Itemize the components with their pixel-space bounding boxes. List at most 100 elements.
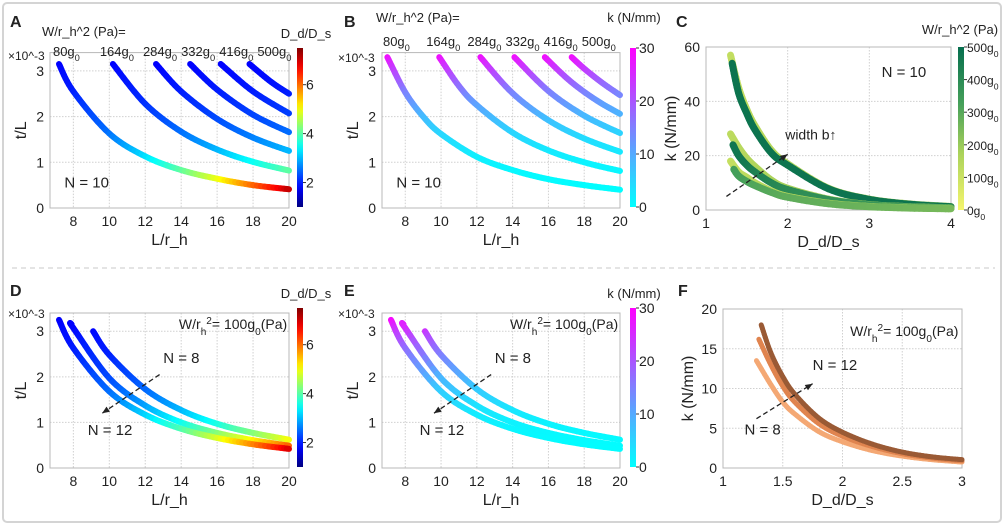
x-tick-label: 8 — [69, 213, 77, 229]
y-tick-label: 2 — [368, 109, 376, 125]
series-curve — [55, 316, 292, 452]
x-tick-label: 18 — [576, 213, 592, 229]
axes-box — [705, 46, 952, 211]
series-curve — [477, 54, 623, 155]
series-curve — [758, 322, 965, 463]
colorbar — [297, 308, 303, 467]
curve-segment — [615, 91, 623, 99]
y-multiplier: ×10^-3 — [338, 51, 375, 65]
series-curve — [187, 61, 292, 136]
series-curve — [246, 61, 292, 97]
series-curve — [387, 316, 623, 452]
x-tick-label: 1.5 — [773, 473, 793, 489]
annotation: N = 10 — [64, 174, 109, 191]
x-tick-label: 12 — [469, 213, 485, 229]
x-tick-label: 1 — [719, 473, 727, 489]
series-curve — [55, 61, 292, 193]
y-tick-label: 0 — [368, 460, 376, 476]
y-axis-label: t/L — [345, 121, 362, 139]
curve-segment — [614, 148, 623, 155]
series-label: 416g0 — [544, 34, 578, 53]
x-axis-label: D_d/D_s — [797, 234, 859, 251]
x-tick-label: 8 — [401, 213, 409, 229]
y-tick-label: 3 — [368, 323, 376, 339]
annotation: W/rh2= 100g0(Pa) — [179, 315, 287, 337]
series-curve — [217, 61, 292, 117]
y-tick-label: 0 — [692, 202, 700, 218]
series-curve — [756, 336, 965, 464]
y-multiplier: ×10^-3 — [8, 307, 45, 321]
colorbar-tick-label: 30 — [639, 300, 655, 316]
x-tick-label: 14 — [505, 213, 521, 229]
colorbar-tick-label: 0 — [639, 459, 647, 475]
colorbar-tick-label: 2 — [306, 175, 314, 191]
series-curve — [67, 320, 292, 449]
x-tick-label: 4 — [947, 215, 955, 231]
series-label: 332g0 — [181, 44, 215, 63]
colorbar-tick-label: 4 — [306, 126, 314, 142]
x-tick-label: 10 — [433, 473, 449, 489]
colorbar-tick-label: 200g0 — [967, 139, 999, 157]
curve-segment — [614, 129, 623, 137]
y-tick-label: 0 — [36, 200, 44, 216]
x-tick-label: 1 — [702, 215, 710, 231]
annotation: W/rh2= 100g0(Pa) — [850, 323, 958, 345]
x-tick-label: 8 — [69, 473, 77, 489]
panel-label: D — [10, 283, 22, 300]
y-tick-label: 60 — [684, 39, 700, 55]
colorbar-tick-label: 4 — [306, 386, 314, 402]
colorbar — [630, 48, 636, 207]
series-label: 416g0 — [219, 44, 253, 63]
y-tick-label: 0 — [709, 460, 717, 476]
x-tick-label: 20 — [612, 213, 628, 229]
x-tick-label: 16 — [209, 213, 225, 229]
y-tick-label: 20 — [701, 301, 717, 317]
series-curve — [436, 54, 623, 174]
curve-segment — [283, 128, 292, 136]
colorbar-tick-label: 20 — [639, 93, 655, 109]
series-curve — [153, 61, 292, 154]
x-tick-label: 2 — [839, 473, 847, 489]
curve-segment — [283, 167, 292, 174]
colorbar-tick-label: 100g0 — [967, 171, 999, 189]
x-tick-label: 16 — [541, 473, 557, 489]
colorbar-tick-label: 30 — [639, 40, 655, 56]
y-tick-label: 15 — [701, 341, 717, 357]
y-multiplier: ×10^-3 — [338, 307, 375, 321]
x-tick-label: 10 — [433, 213, 449, 229]
y-tick-label: 3 — [36, 63, 44, 79]
annotation: N = 8 — [745, 422, 781, 439]
series-curve — [729, 141, 955, 212]
panel-b: B8 10 12 14 16 18 200123L/r_ht/L×10^-3W/r_h^2 … — [338, 10, 661, 249]
series-label: 332g0 — [505, 34, 539, 53]
series-curve — [730, 165, 955, 213]
axes-box — [381, 312, 621, 469]
series-curve — [568, 54, 623, 99]
annotation: width b↑ — [784, 126, 836, 142]
y-tick-label: 0 — [36, 460, 44, 476]
y-axis-label: k (N/mm) — [663, 96, 680, 162]
arrowhead-icon — [102, 406, 110, 414]
colorbar-tick-label: 10 — [639, 146, 655, 162]
series-curve — [753, 358, 965, 465]
y-tick-label: 2 — [368, 369, 376, 385]
y-tick-label: 10 — [701, 381, 717, 397]
series-label: 284g0 — [143, 44, 177, 63]
series-curve — [109, 61, 292, 174]
colorbar-tick-label: 20 — [639, 353, 655, 369]
y-tick-label: 3 — [368, 63, 376, 79]
series-label: 164g0 — [426, 34, 460, 53]
colorbar-title: k (N/mm) — [607, 286, 660, 301]
y-tick-label: 5 — [709, 420, 717, 436]
curve-segment — [614, 167, 623, 174]
x-tick-label: 18 — [245, 213, 261, 229]
colorbar-tick-label: 0g0 — [967, 204, 985, 222]
x-tick-label: 16 — [541, 213, 557, 229]
series-label: 80g0 — [383, 34, 410, 53]
x-tick-label: 10 — [102, 473, 118, 489]
x-tick-label: 18 — [576, 473, 592, 489]
curve-segment — [283, 147, 292, 154]
y-axis-label: k (N/mm) — [680, 356, 697, 422]
dashed-arrow — [433, 374, 492, 414]
